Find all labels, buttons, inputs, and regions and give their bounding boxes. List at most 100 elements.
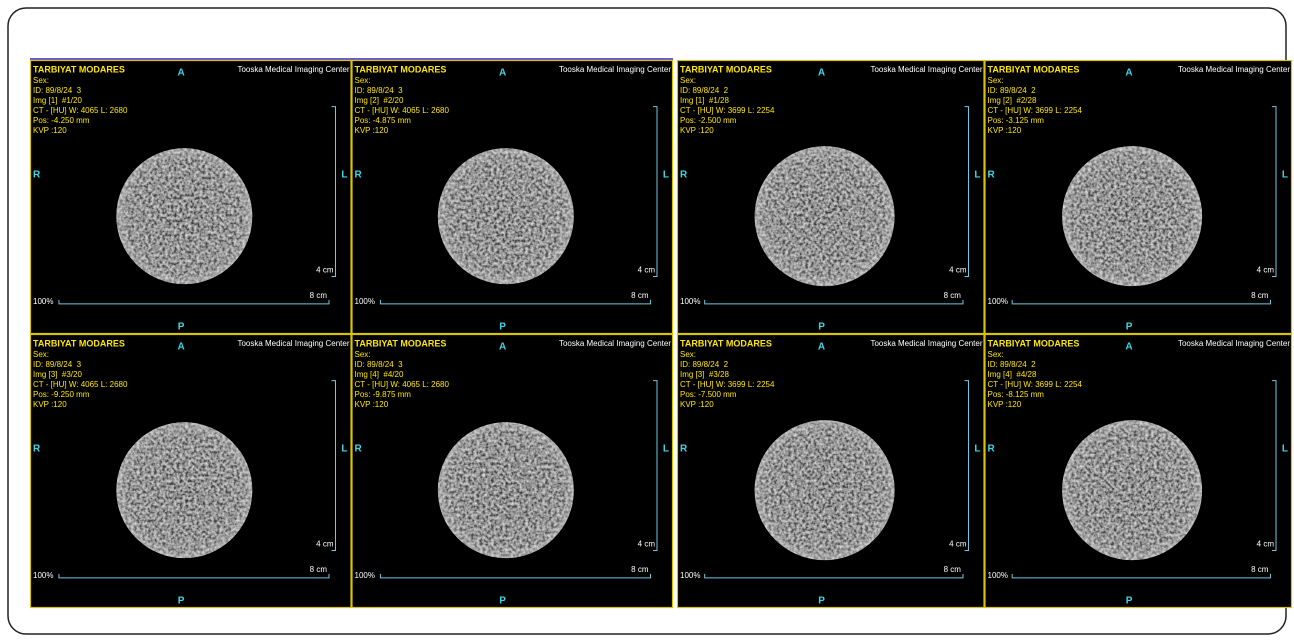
horizontal-scale xyxy=(704,573,964,579)
info-img: Img [2] #2/20 xyxy=(355,96,404,105)
info-id: ID: 89/8/24 2 xyxy=(680,86,729,95)
orientation-right: L xyxy=(341,170,347,181)
vertical-scale-label: 4 cm xyxy=(949,266,967,275)
orientation-bottom: P xyxy=(1126,596,1133,607)
info-window: CT - [HU] W: 4065 L: 2680 xyxy=(33,380,128,389)
horizontal-scale-label: 8 cm xyxy=(310,565,328,574)
info-id: ID: 89/8/24 2 xyxy=(988,86,1037,95)
panel-border xyxy=(351,59,674,335)
info-kvp: KVP :120 xyxy=(355,400,389,409)
orientation-bottom: P xyxy=(1126,322,1133,333)
ct-slice xyxy=(1062,146,1203,287)
info-pos: Pos: -8.125 mm xyxy=(988,390,1045,399)
orientation-left: R xyxy=(355,170,363,181)
vertical-scale xyxy=(331,106,336,277)
horizontal-scale xyxy=(704,299,964,305)
zoom-level: 100% xyxy=(988,297,1008,306)
ct-slice xyxy=(116,148,253,285)
info-id: ID: 89/8/24 3 xyxy=(355,86,404,95)
horizontal-scale-label: 8 cm xyxy=(631,291,649,300)
orientation-left: R xyxy=(680,444,688,455)
orientation-top: A xyxy=(1125,68,1132,79)
orientation-left: R xyxy=(988,444,996,455)
info-kvp: KVP :120 xyxy=(988,126,1022,135)
info-img: Img [2] #2/28 xyxy=(988,96,1037,105)
info-sex: Sex: xyxy=(988,350,1004,359)
vertical-scale xyxy=(653,380,658,551)
institution: TARBIYAT MODARES xyxy=(355,338,447,348)
info-sex: Sex: xyxy=(33,350,49,359)
horizontal-scale xyxy=(1011,299,1271,305)
horizontal-scale xyxy=(1011,573,1271,579)
info-img: Img [1] #1/28 xyxy=(680,96,729,105)
orientation-bottom: P xyxy=(499,322,506,333)
orientation-bottom: P xyxy=(818,322,825,333)
ct-slice xyxy=(437,148,574,285)
info-sex: Sex: xyxy=(680,76,696,85)
orientation-right: L xyxy=(1282,170,1288,181)
orientation-right: L xyxy=(663,444,669,455)
zoom-level: 100% xyxy=(355,297,375,306)
institution: TARBIYAT MODARES xyxy=(33,64,125,74)
ct-slice xyxy=(1062,420,1203,561)
orientation-right: L xyxy=(663,170,669,181)
orientation-top: A xyxy=(818,342,825,353)
info-id: ID: 89/8/24 3 xyxy=(33,360,82,369)
info-window: CT - [HU] W: 4065 L: 2680 xyxy=(355,380,450,389)
info-img: Img [1] #1/20 xyxy=(33,96,82,105)
info-sex: Sex: xyxy=(988,76,1004,85)
horizontal-scale xyxy=(58,573,330,579)
info-img: Img [3] #3/28 xyxy=(680,370,729,379)
vertical-scale xyxy=(653,106,658,277)
toolbar-edge xyxy=(30,58,673,61)
zoom-level: 100% xyxy=(355,571,375,580)
vertical-scale xyxy=(964,106,969,277)
ct-slice xyxy=(754,146,895,287)
center-name: Tooska Medical Imaging Center xyxy=(559,65,671,74)
info-id: ID: 89/8/24 2 xyxy=(988,360,1037,369)
center-name: Tooska Medical Imaging Center xyxy=(1178,339,1290,348)
orientation-right: L xyxy=(974,444,980,455)
info-sex: Sex: xyxy=(680,350,696,359)
orientation-bottom: P xyxy=(818,596,825,607)
ct-slice xyxy=(116,422,253,559)
panel-border xyxy=(676,59,985,335)
institution: TARBIYAT MODARES xyxy=(680,64,772,74)
institution: TARBIYAT MODARES xyxy=(988,64,1080,74)
panel-border xyxy=(29,59,352,335)
info-pos: Pos: -3.125 mm xyxy=(988,116,1045,125)
vertical-scale xyxy=(964,380,969,551)
orientation-top: A xyxy=(177,68,184,79)
institution: TARBIYAT MODARES xyxy=(33,338,125,348)
vertical-scale-label: 4 cm xyxy=(1257,266,1275,275)
info-window: CT - [HU] W: 3699 L: 2254 xyxy=(680,106,775,115)
vertical-scale-label: 4 cm xyxy=(316,266,334,275)
info-kvp: KVP :120 xyxy=(988,400,1022,409)
panel-border xyxy=(676,333,985,609)
vertical-scale-label: 4 cm xyxy=(638,266,656,275)
info-window: CT - [HU] W: 3699 L: 2254 xyxy=(680,380,775,389)
panel-border xyxy=(351,333,674,609)
info-kvp: KVP :120 xyxy=(680,126,714,135)
info-sex: Sex: xyxy=(33,76,49,85)
info-window: CT - [HU] W: 4065 L: 2680 xyxy=(33,106,128,115)
horizontal-scale-label: 8 cm xyxy=(944,291,962,300)
orientation-top: A xyxy=(1125,342,1132,353)
horizontal-scale-label: 8 cm xyxy=(310,291,328,300)
horizontal-scale xyxy=(58,299,330,305)
panel-border xyxy=(984,59,1293,335)
center-name: Tooska Medical Imaging Center xyxy=(237,65,349,74)
zoom-level: 100% xyxy=(988,571,1008,580)
info-id: ID: 89/8/24 2 xyxy=(680,360,729,369)
horizontal-scale-label: 8 cm xyxy=(1251,565,1269,574)
info-pos: Pos: -4.250 mm xyxy=(33,116,90,125)
horizontal-scale-label: 8 cm xyxy=(1251,291,1269,300)
info-pos: Pos: -4.875 mm xyxy=(355,116,412,125)
